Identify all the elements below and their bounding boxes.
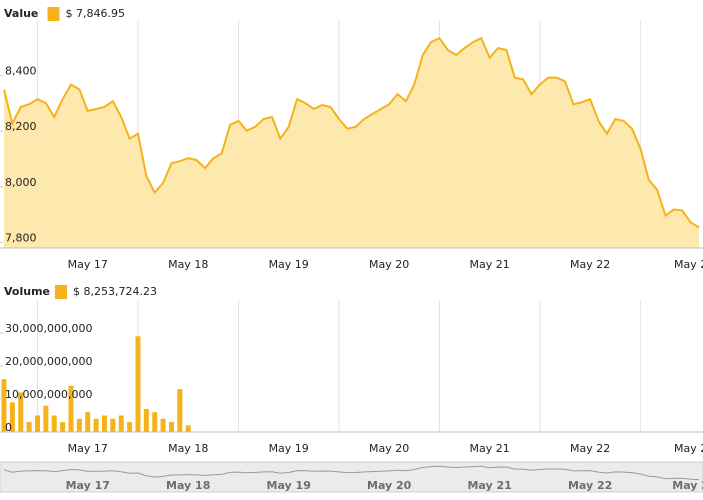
navigator-label: May 22 xyxy=(568,479,612,492)
legend-swatch xyxy=(55,285,67,299)
y-tick-label: 7,800 xyxy=(5,231,37,244)
navigator-label: May 21 xyxy=(467,479,511,492)
bar xyxy=(93,418,99,432)
x-tick-label: May 17 xyxy=(68,258,108,271)
line xyxy=(3,36,700,229)
bar xyxy=(9,402,15,432)
x-tick-label: May 20 xyxy=(369,258,409,271)
bar xyxy=(160,418,166,432)
x-tick-label: May 22 xyxy=(570,442,610,455)
bar xyxy=(85,412,91,432)
y-tick-label: 10,000,000,000 xyxy=(5,388,92,401)
x-tick-label: May 19 xyxy=(269,442,309,455)
navigator xyxy=(0,461,703,493)
bar xyxy=(143,408,149,432)
navigator-label: May 19 xyxy=(267,479,311,492)
navigator-line xyxy=(3,465,700,481)
bar xyxy=(101,415,107,432)
navigator-label: May 2 xyxy=(672,479,703,492)
navigator-label: May 18 xyxy=(166,479,210,492)
bar xyxy=(60,422,66,432)
bar xyxy=(18,392,24,432)
bar xyxy=(127,422,133,432)
bar xyxy=(135,336,141,432)
chart-title: Volume xyxy=(4,285,50,298)
bar xyxy=(26,422,32,432)
bar xyxy=(168,422,174,432)
legend-value: $ 8,253,724.23 xyxy=(73,285,157,298)
y-tick-label: 8,200 xyxy=(5,120,37,133)
bar xyxy=(68,385,74,432)
chart-title: Value xyxy=(4,7,38,20)
bar xyxy=(177,389,183,432)
bar xyxy=(76,418,82,432)
navigator-label: May 17 xyxy=(66,479,110,492)
y-tick-label: 8,000 xyxy=(5,176,37,189)
x-tick-label: May 18 xyxy=(168,442,208,455)
legend-swatch xyxy=(47,7,60,21)
bar xyxy=(152,412,158,432)
x-tick-label: May 19 xyxy=(269,258,309,271)
y-tick-label: 8,400 xyxy=(5,65,37,78)
y-tick-label: 0 xyxy=(5,421,12,434)
y-tick-label: 30,000,000,000 xyxy=(5,322,92,335)
x-tick-label: May 21 xyxy=(470,442,510,455)
x-tick-label: May 18 xyxy=(168,258,208,271)
bar xyxy=(118,415,124,432)
bar xyxy=(51,415,57,432)
y-tick-label: 20,000,000,000 xyxy=(5,355,92,368)
bar xyxy=(185,425,191,432)
navigator-label: May 20 xyxy=(367,479,412,492)
x-tick-label: May 2 xyxy=(674,258,703,271)
x-tick-label: May 2 xyxy=(674,442,703,455)
x-tick-label: May 21 xyxy=(470,258,510,271)
bar xyxy=(1,379,7,432)
area-fill xyxy=(4,38,699,248)
bar xyxy=(43,405,49,432)
x-tick-label: May 20 xyxy=(369,442,409,455)
x-tick-label: May 22 xyxy=(570,258,610,271)
bar xyxy=(34,415,40,432)
bar xyxy=(110,418,116,432)
x-tick-label: May 17 xyxy=(68,442,108,455)
legend-value: $ 7,846.95 xyxy=(66,7,125,20)
